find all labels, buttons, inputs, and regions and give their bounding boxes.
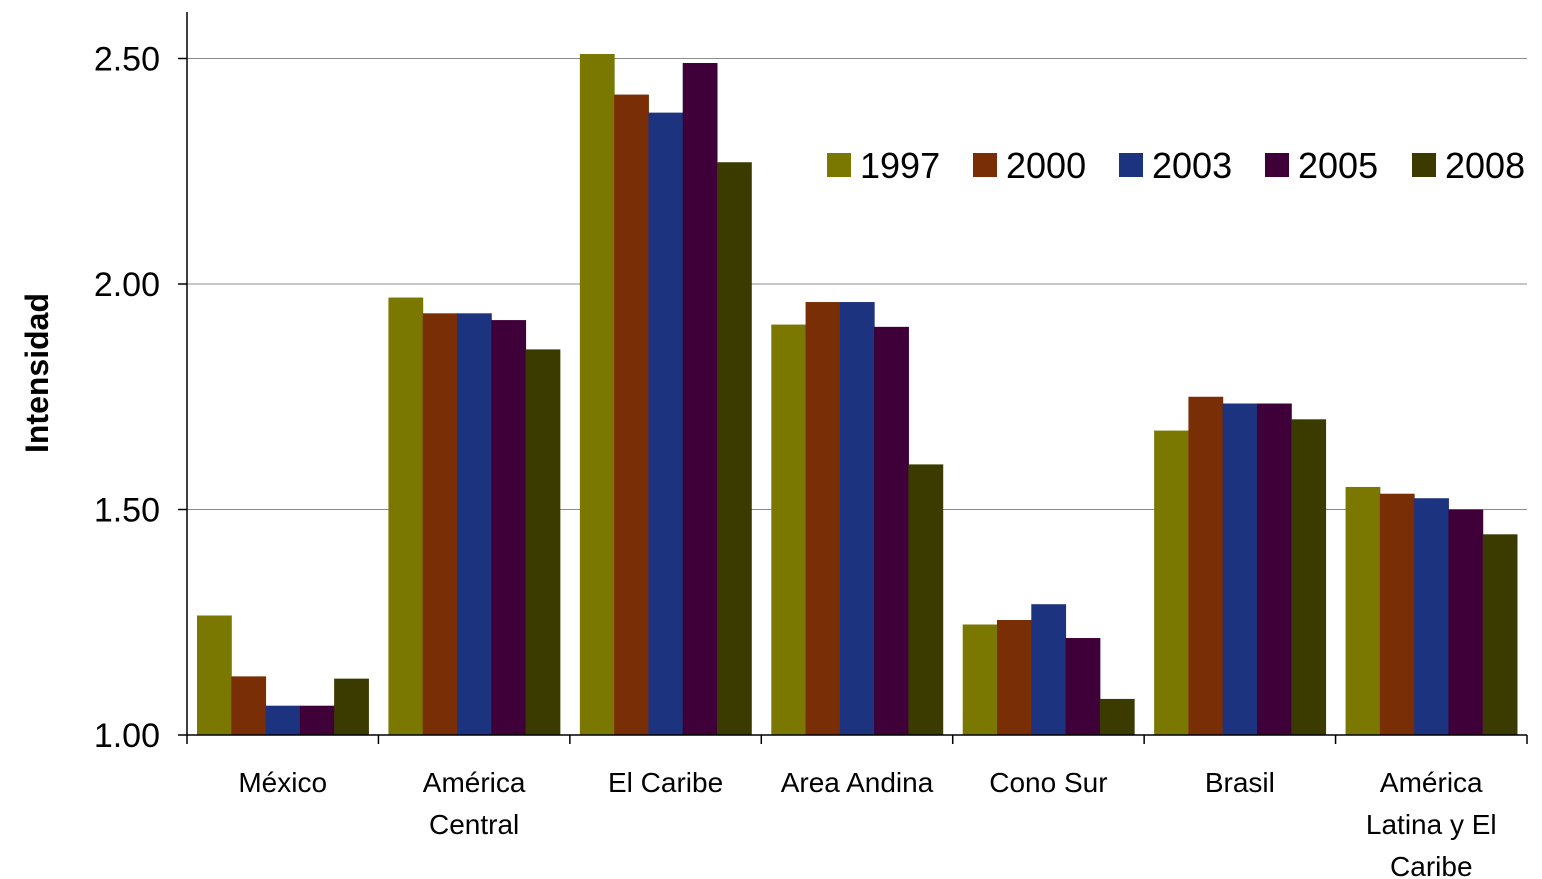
bar <box>579 53 615 736</box>
legend-label: 1997 <box>860 145 940 186</box>
bar <box>1065 638 1101 735</box>
bar <box>717 162 752 736</box>
bar <box>682 63 718 735</box>
x-tick-label: El Caribe <box>608 767 723 798</box>
y-axis-label: Intensidad <box>19 293 55 453</box>
bar <box>997 620 1032 735</box>
bar <box>197 615 232 735</box>
y-tick-labels: 1.00 1.50 2.00 2.50 <box>94 41 160 756</box>
bar <box>525 349 561 735</box>
legend-label: 2000 <box>1006 145 1086 186</box>
bar <box>491 320 527 735</box>
y-tick-label: 2.00 <box>94 266 160 304</box>
x-tick-label: Area Andina <box>781 767 934 798</box>
legend-swatch <box>973 153 997 177</box>
bar <box>422 313 458 735</box>
bars <box>197 53 1518 736</box>
bar <box>648 112 684 736</box>
bar <box>1448 509 1484 735</box>
bar <box>1291 419 1327 735</box>
x-tick-label: México <box>238 767 327 798</box>
x-tick-label: Cono Sur <box>989 767 1107 798</box>
bar <box>1482 534 1518 735</box>
legend: 1997 2000 2003 2005 2008 <box>827 145 1525 186</box>
bar <box>231 676 267 735</box>
legend-label: 2005 <box>1298 145 1378 186</box>
bar <box>1222 403 1258 735</box>
bar <box>1031 604 1067 735</box>
bar <box>962 624 998 735</box>
bar <box>1257 403 1292 735</box>
x-tick-label: Brasil <box>1205 767 1275 798</box>
bar <box>265 705 301 735</box>
bar <box>388 297 424 735</box>
bar <box>614 94 649 735</box>
legend-swatch <box>1265 153 1289 177</box>
y-tick-label: 2.50 <box>94 41 160 79</box>
bar <box>771 324 807 735</box>
y-tick-label: 1.50 <box>94 492 160 530</box>
bar <box>1414 498 1449 735</box>
legend-item: 2005 <box>1265 145 1378 186</box>
bar <box>334 678 369 736</box>
bar <box>805 302 841 735</box>
bar <box>457 313 492 735</box>
legend-item: 2008 <box>1412 145 1525 186</box>
bar <box>839 302 875 735</box>
bar <box>1345 486 1381 735</box>
bar <box>1188 396 1224 735</box>
x-tick-labels: México América Central El Caribe Area Andina… <box>238 767 1496 879</box>
legend-item: 1997 <box>827 145 940 186</box>
legend-label: 2008 <box>1445 145 1525 186</box>
legend-label: 2003 <box>1152 145 1232 186</box>
legend-swatch <box>1119 153 1143 177</box>
bar <box>874 326 909 735</box>
legend-item: 2003 <box>1119 145 1232 186</box>
legend-item: 2000 <box>973 145 1086 186</box>
bar <box>1154 430 1189 735</box>
bar <box>908 464 944 735</box>
x-tick-label: América Latina y El Caribe <box>1366 767 1497 879</box>
legend-swatch <box>827 153 851 177</box>
legend-swatch <box>1412 153 1436 177</box>
axes <box>178 12 1528 744</box>
y-tick-label: 1.00 <box>94 717 160 755</box>
bar <box>299 705 335 735</box>
bar <box>1379 493 1415 735</box>
bar <box>1099 698 1135 735</box>
x-tick-label: América Central <box>423 767 526 840</box>
